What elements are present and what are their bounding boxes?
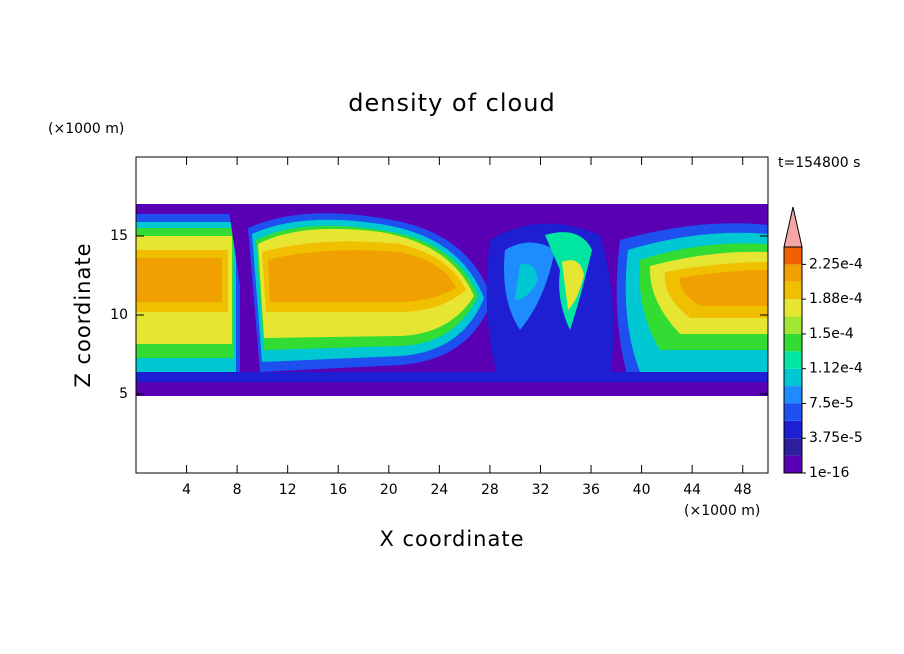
colorbar-swatch: [784, 455, 802, 473]
colorbar-tick-label: 1e-16: [809, 465, 849, 481]
colorbar-extend: [783, 206, 803, 248]
x-tick-label: 36: [582, 482, 600, 498]
colorbar-tick-label: 1.88e-4: [809, 291, 863, 307]
y-axis-label: Z coordinate: [71, 242, 95, 387]
colorbar-swatch: [784, 333, 802, 352]
x-tick-label: 4: [182, 482, 191, 498]
colorbar-frame: [783, 246, 803, 474]
colorbar-swatch: [784, 351, 802, 369]
colorbar-swatch: [784, 403, 802, 421]
time-annotation: t=154800 s: [778, 155, 860, 171]
y-tick-label: 5: [119, 386, 128, 402]
x-tick-label: 24: [430, 482, 448, 498]
y-tick-label: 10: [110, 307, 128, 323]
colorbar-tick-label: 1.5e-4: [809, 326, 854, 342]
colorbar-tick-label: 3.75e-5: [809, 430, 863, 446]
colorbar-swatch: [784, 316, 802, 334]
colorbar-swatch: [784, 247, 802, 265]
colorbar-swatch: [784, 420, 802, 439]
colorbar-swatch: [784, 281, 802, 300]
x-tick-label: 44: [683, 482, 701, 498]
y-tick-label: 15: [110, 228, 128, 244]
contour-field: [136, 204, 768, 396]
chart-title: density of cloud: [348, 89, 555, 117]
x-tick-label: 20: [380, 482, 398, 498]
colorbar-tick-label: 7.5e-5: [809, 395, 854, 411]
x-tick-label: 16: [329, 482, 347, 498]
x-tick-label: 28: [481, 482, 499, 498]
colorbar-tick-label: 1.12e-4: [809, 361, 863, 377]
colorbar-swatch: [784, 299, 802, 317]
colorbar-tick-label: 2.25e-4: [809, 256, 863, 272]
colorbar-swatch: [784, 386, 802, 404]
x-tick-label: 48: [734, 482, 752, 498]
x-tick-label: 40: [633, 482, 651, 498]
colorbar-swatch: [784, 438, 802, 456]
colorbar-swatch: [784, 368, 802, 387]
x-unit: (×1000 m): [684, 503, 760, 519]
x-tick-label: 8: [233, 482, 242, 498]
x-axis-label: X coordinate: [379, 527, 524, 551]
x-tick-label: 32: [532, 482, 550, 498]
colorbar-swatch: [784, 264, 802, 282]
x-tick-label: 12: [279, 482, 297, 498]
y-unit: (×1000 m): [48, 121, 124, 137]
